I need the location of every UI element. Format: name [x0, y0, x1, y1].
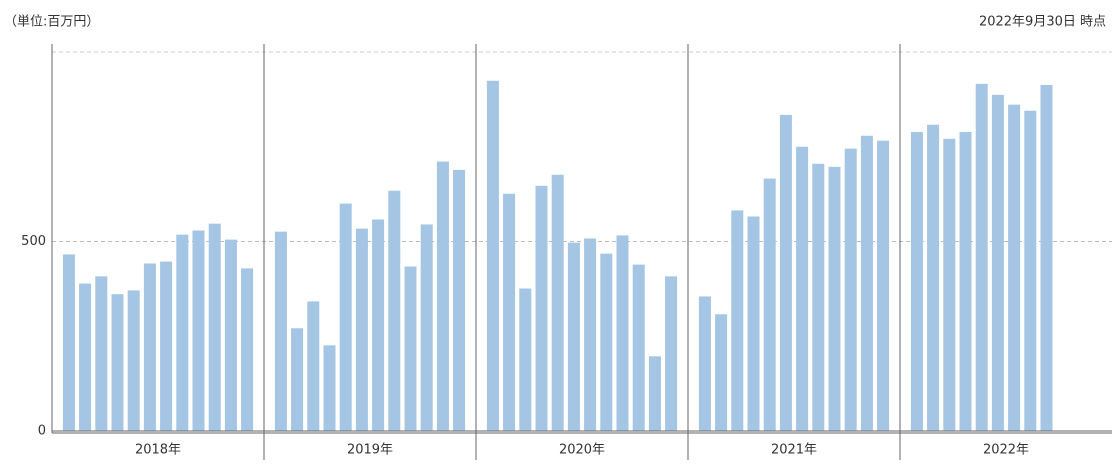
bar	[388, 190, 401, 431]
bar	[975, 83, 988, 431]
bar	[503, 193, 516, 431]
bar	[323, 345, 336, 431]
bar	[648, 356, 661, 431]
bar	[860, 135, 873, 431]
bar	[812, 163, 825, 431]
bar	[731, 210, 744, 431]
bar	[274, 231, 287, 431]
as-of-date: 2022年9月30日 時点	[979, 15, 1106, 30]
bar	[959, 131, 972, 431]
bar	[1040, 84, 1053, 432]
bar	[127, 290, 140, 431]
bar	[111, 294, 124, 431]
bar	[779, 114, 792, 431]
x-tick-label: 2022年	[983, 443, 1029, 458]
bar	[404, 266, 417, 431]
bar	[698, 296, 711, 431]
bar	[551, 174, 564, 431]
bar	[160, 261, 173, 431]
unit-note: （単位:百万円）	[4, 14, 99, 30]
bar	[715, 314, 728, 431]
bar	[910, 131, 923, 431]
bar	[95, 276, 108, 431]
x-tick-label: 2021年	[771, 443, 817, 458]
bar	[535, 185, 548, 431]
bar	[927, 124, 940, 431]
bar	[453, 169, 466, 431]
bar	[241, 268, 254, 431]
bar	[584, 238, 597, 431]
bar	[79, 283, 92, 431]
bar	[632, 264, 645, 431]
bar	[143, 263, 156, 431]
bar	[828, 166, 841, 431]
bar	[796, 146, 809, 431]
bar	[62, 254, 75, 431]
bar	[176, 234, 189, 431]
bar	[1024, 110, 1037, 432]
bar	[355, 228, 368, 431]
bar	[991, 94, 1004, 432]
bar	[763, 178, 776, 431]
bar	[747, 216, 760, 431]
bar	[567, 242, 580, 431]
bar	[943, 138, 956, 431]
bar	[192, 230, 205, 431]
bar	[844, 148, 857, 431]
bar	[616, 235, 629, 431]
bar	[224, 239, 237, 431]
bar	[436, 161, 449, 431]
bar	[600, 253, 613, 431]
bar	[665, 276, 678, 431]
bar	[208, 223, 221, 431]
bar	[339, 203, 352, 431]
x-tick-label: 2019年	[347, 443, 393, 458]
y-tick-label: 500	[21, 234, 46, 249]
y-tick-label: 0	[38, 424, 46, 439]
bar	[420, 224, 433, 431]
x-tick-label: 2020年	[559, 443, 605, 458]
bar	[372, 219, 385, 431]
bar	[877, 140, 890, 431]
bar	[486, 80, 499, 431]
bar	[291, 328, 304, 431]
x-tick-label: 2018年	[135, 443, 181, 458]
bar	[307, 301, 320, 431]
bar	[519, 288, 532, 431]
bar	[1008, 104, 1021, 431]
